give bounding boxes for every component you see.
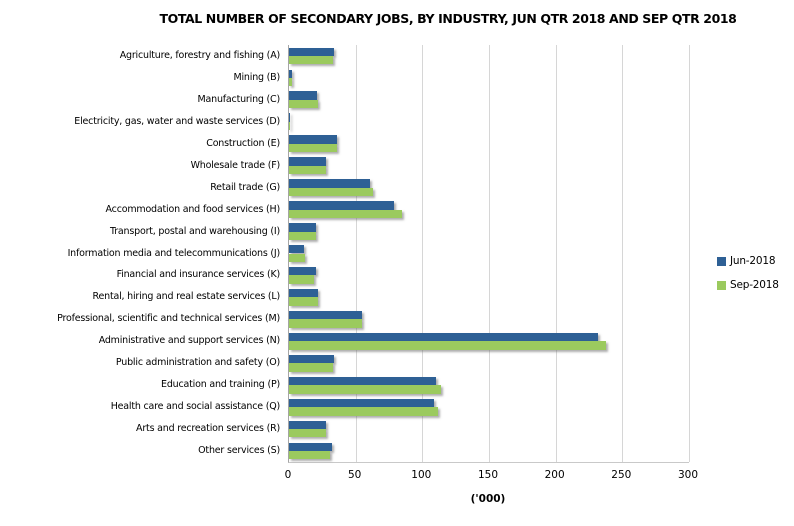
bar-sep-2018 (289, 407, 439, 416)
bar-sep-2018 (289, 165, 327, 175)
gridline-250 (622, 45, 624, 462)
x-tick-label-250: 250 (611, 469, 632, 481)
gridline-150 (489, 45, 490, 462)
category-label: Education and training (P) (161, 379, 280, 391)
bar-sep-2018 (289, 231, 316, 240)
category-label: Agriculture, forestry and fishing (A) (119, 50, 280, 61)
bar-sep-2018 (289, 55, 333, 65)
bar-jun-2018 (289, 267, 316, 276)
bar-jun-2018 (289, 245, 304, 254)
bar-jun-2018 (289, 113, 291, 122)
category-label: Rental, hiring and real estate services … (92, 291, 281, 303)
bar-jun-2018 (289, 91, 317, 100)
x-tick-label-0: 0 (284, 469, 292, 481)
bar-sep-2018 (289, 77, 292, 87)
category-label: Administrative and support services (N) (98, 335, 280, 347)
bar-jun-2018 (289, 442, 332, 452)
gridline-200 (555, 45, 557, 462)
gridline-300 (689, 45, 690, 462)
bar-sep-2018 (289, 363, 333, 372)
bar-sep-2018 (289, 209, 403, 218)
bar-sep-2018 (289, 275, 315, 284)
category-label: Manufacturing (C) (197, 93, 281, 105)
category-label: Information media and telecommunications… (67, 247, 281, 259)
y-axis-labels: Agriculture, forestry and fishing (A) Min… (0, 45, 284, 462)
category-label: Retail trade (G) (210, 181, 280, 193)
x-tick-label-300: 300 (677, 469, 699, 481)
bar-sep-2018 (289, 187, 373, 197)
legend-label: Jun-2018 (730, 255, 776, 267)
category-label: Accommodation and food services (H) (105, 203, 281, 215)
bar-jun-2018 (289, 354, 335, 364)
bar-sep-2018 (289, 121, 291, 131)
bar-jun-2018 (289, 223, 316, 232)
chart-title: TOTAL NUMBER OF SECONDARY JOBS, BY INDUS… (159, 11, 737, 26)
bar-jun-2018 (289, 376, 436, 386)
x-tick-label-50: 50 (347, 469, 362, 481)
bar-jun-2018 (289, 332, 599, 342)
plot-area (288, 45, 690, 463)
bar-jun-2018 (289, 398, 435, 408)
bar-jun-2018 (289, 179, 371, 188)
bar-sep-2018 (289, 341, 607, 350)
category-label: Health care and social assistance (Q) (110, 401, 280, 413)
legend-label: Sep-2018 (730, 279, 779, 291)
bar-jun-2018 (289, 420, 327, 430)
bar-jun-2018 (289, 135, 337, 144)
category-label: Construction (E) (206, 137, 280, 149)
category-label: Other services (S) (198, 445, 280, 457)
bar-jun-2018 (289, 47, 335, 56)
x-axis-title: ('000) (470, 493, 506, 505)
category-label: Mining (B) (233, 71, 281, 83)
category-label: Transport, postal and warehousing (I) (110, 225, 280, 237)
bar-jun-2018 (289, 69, 292, 78)
category-label: Financial and insurance services (K) (116, 269, 281, 281)
category-label: Arts and recreation services (R) (136, 423, 280, 435)
gridline-50 (355, 45, 357, 462)
category-label: Electricity, gas, water and waste servic… (74, 115, 280, 127)
category-label: Public administration and safety (O) (115, 357, 280, 369)
gridline-100 (422, 45, 424, 462)
x-tick-label-150: 150 (477, 469, 499, 481)
bar-sep-2018 (289, 297, 319, 306)
bar-jun-2018 (289, 310, 363, 320)
bar-sep-2018 (289, 143, 337, 153)
bar-sep-2018 (289, 319, 363, 328)
legend-item-jun-2018: Jun-2018 (717, 255, 779, 267)
bar-sep-2018 (289, 253, 305, 262)
legend-marker-icon (717, 256, 726, 266)
legend-marker-icon (717, 280, 726, 290)
bar-sep-2018 (289, 429, 327, 438)
category-label: Professional, scientific and technical s… (57, 313, 280, 325)
bar-jun-2018 (289, 157, 327, 166)
legend: Jun-2018 Sep-2018 (717, 255, 779, 303)
bar-jun-2018 (289, 288, 319, 298)
x-axis-ticks: 0 50 100 150 200 250 300 (0, 469, 794, 485)
x-tick-label-200: 200 (544, 469, 565, 481)
bar-jun-2018 (289, 201, 395, 210)
x-tick-label-100: 100 (411, 469, 432, 481)
bar-sep-2018 (289, 451, 331, 460)
category-label: Wholesale trade (F) (190, 159, 281, 171)
bar-sep-2018 (289, 99, 319, 109)
bar-sep-2018 (289, 385, 441, 394)
legend-item-sep-2018: Sep-2018 (717, 279, 779, 291)
